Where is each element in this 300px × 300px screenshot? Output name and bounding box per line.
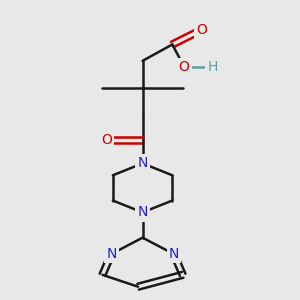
Text: H: H <box>207 60 218 74</box>
Text: O: O <box>101 133 112 147</box>
Text: N: N <box>137 156 148 170</box>
Text: O: O <box>179 60 190 74</box>
Text: N: N <box>106 247 116 261</box>
Text: O: O <box>196 22 208 37</box>
Text: N: N <box>137 206 148 219</box>
Text: N: N <box>169 247 179 261</box>
